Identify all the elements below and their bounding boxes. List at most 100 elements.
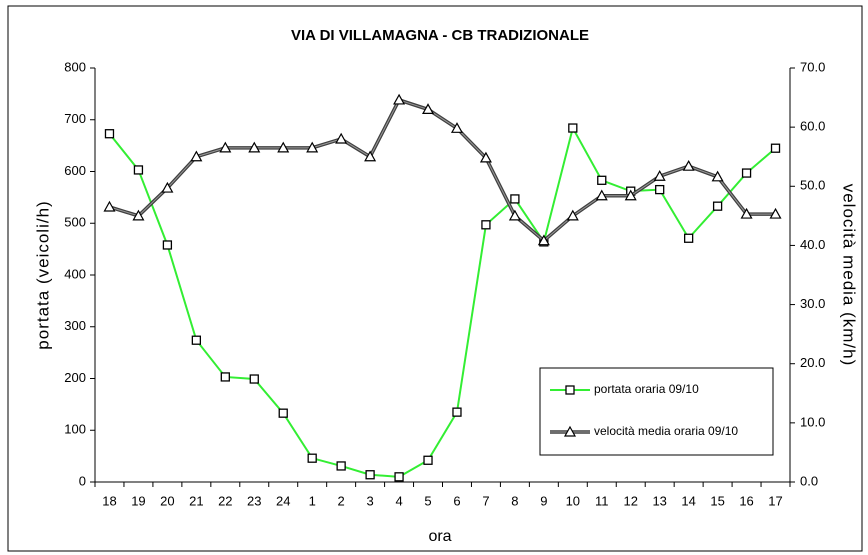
y2-tick-label: 50.0 xyxy=(800,178,825,193)
point-square xyxy=(683,233,694,243)
point-triangle xyxy=(682,159,695,171)
point-square xyxy=(220,372,230,382)
x-tick-label: 3 xyxy=(366,493,373,508)
point-square xyxy=(307,453,317,463)
point-triangle xyxy=(711,170,724,182)
y2-tick-label: 10.0 xyxy=(800,414,825,429)
series-line-highlight xyxy=(109,99,776,242)
x-tick-label: 20 xyxy=(160,493,174,508)
point-triangle xyxy=(422,103,435,114)
x-tick-label: 23 xyxy=(247,493,261,508)
point-triangle xyxy=(103,200,116,212)
x-tick-label: 24 xyxy=(276,493,290,508)
point-square xyxy=(162,240,173,250)
point-square xyxy=(249,374,259,384)
point-square xyxy=(770,143,781,153)
x-tick-label: 5 xyxy=(424,493,431,508)
point-triangle xyxy=(479,151,492,163)
point-square xyxy=(365,470,375,480)
point-square xyxy=(336,461,346,471)
point-square xyxy=(191,335,202,345)
point-triangle xyxy=(740,207,753,219)
chart-border xyxy=(7,5,863,552)
y2-tick-label: 0.0 xyxy=(800,473,818,488)
point-triangle xyxy=(248,141,261,153)
x-tick-label: 17 xyxy=(768,493,782,508)
y-tick-label: 600 xyxy=(64,163,86,178)
point-triangle xyxy=(393,93,406,105)
y-tick-label: 300 xyxy=(64,318,86,333)
y-tick-label: 700 xyxy=(64,111,86,126)
point-square xyxy=(133,165,144,175)
y2-tick-label: 70.0 xyxy=(800,59,825,74)
y-axis-label: portata (veicoli/h) xyxy=(33,200,52,349)
point-triangle xyxy=(277,141,290,153)
x-tick-label: 10 xyxy=(566,493,580,508)
point-triangle xyxy=(508,209,521,221)
x-tick-label: 1 xyxy=(309,493,316,508)
point-square xyxy=(712,201,723,211)
x-tick-label: 4 xyxy=(395,493,402,508)
x-tick-label: 12 xyxy=(623,493,637,508)
point-triangle xyxy=(653,169,666,181)
x-tick-label: 16 xyxy=(739,493,753,508)
point-triangle xyxy=(537,234,550,246)
point-triangle xyxy=(219,141,232,153)
series-line xyxy=(108,125,777,478)
point-triangle xyxy=(335,132,348,144)
y-tick-label: 400 xyxy=(64,266,86,281)
point-square xyxy=(278,408,288,418)
legend-label: portata oraria 09/10 xyxy=(594,382,699,396)
legend-label: velocità media oraria 09/10 xyxy=(594,424,738,438)
y2-tick-label: 20.0 xyxy=(800,355,825,370)
x-tick-label: 9 xyxy=(540,493,547,508)
point-triangle xyxy=(161,181,174,193)
x-axis-label: ora xyxy=(428,528,451,545)
point-square xyxy=(655,184,665,195)
legend-box xyxy=(539,367,774,456)
x-tick-label: 15 xyxy=(710,493,724,508)
y2-tick-label: 30.0 xyxy=(800,296,825,311)
point-triangle xyxy=(190,150,203,162)
x-tick-label: 18 xyxy=(102,493,116,508)
y-tick-label: 0 xyxy=(79,473,86,488)
y2-tick-label: 40.0 xyxy=(800,237,825,252)
point-triangle xyxy=(566,209,579,221)
point-square xyxy=(423,455,433,465)
x-tick-label: 21 xyxy=(189,493,203,508)
y2-tick-label: 60.0 xyxy=(800,119,825,134)
point-square xyxy=(510,194,520,204)
point-square xyxy=(565,385,575,395)
point-triangle xyxy=(563,425,577,437)
x-tick-label: 11 xyxy=(595,493,609,508)
x-tick-label: 14 xyxy=(681,493,695,508)
point-triangle xyxy=(595,189,608,201)
point-triangle xyxy=(132,209,145,221)
x-tick-label: 13 xyxy=(652,493,666,508)
point-triangle xyxy=(306,141,319,153)
point-square xyxy=(597,175,607,185)
point-triangle xyxy=(769,207,782,219)
point-square xyxy=(394,472,404,482)
x-tick-label: 22 xyxy=(218,493,232,508)
x-tick-label: 7 xyxy=(482,493,489,508)
x-tick-label: 19 xyxy=(131,493,145,508)
point-triangle xyxy=(364,150,377,162)
point-square xyxy=(452,407,462,417)
x-tick-label: 8 xyxy=(511,493,518,508)
point-square xyxy=(104,129,115,139)
point-square xyxy=(481,220,491,230)
y-tick-label: 200 xyxy=(64,370,86,385)
x-tick-label: 2 xyxy=(338,493,345,508)
y2-axis-label: velocità media (km/h) xyxy=(840,184,859,367)
y-tick-label: 500 xyxy=(64,215,86,230)
point-triangle xyxy=(450,122,463,133)
chart-title: VIA DI VILLAMAGNA - CB TRADIZIONALE xyxy=(291,27,589,44)
point-triangle xyxy=(624,189,637,201)
point-square xyxy=(741,168,752,178)
x-tick-label: 6 xyxy=(453,493,460,508)
point-square xyxy=(568,123,578,133)
y-tick-label: 800 xyxy=(64,59,86,74)
